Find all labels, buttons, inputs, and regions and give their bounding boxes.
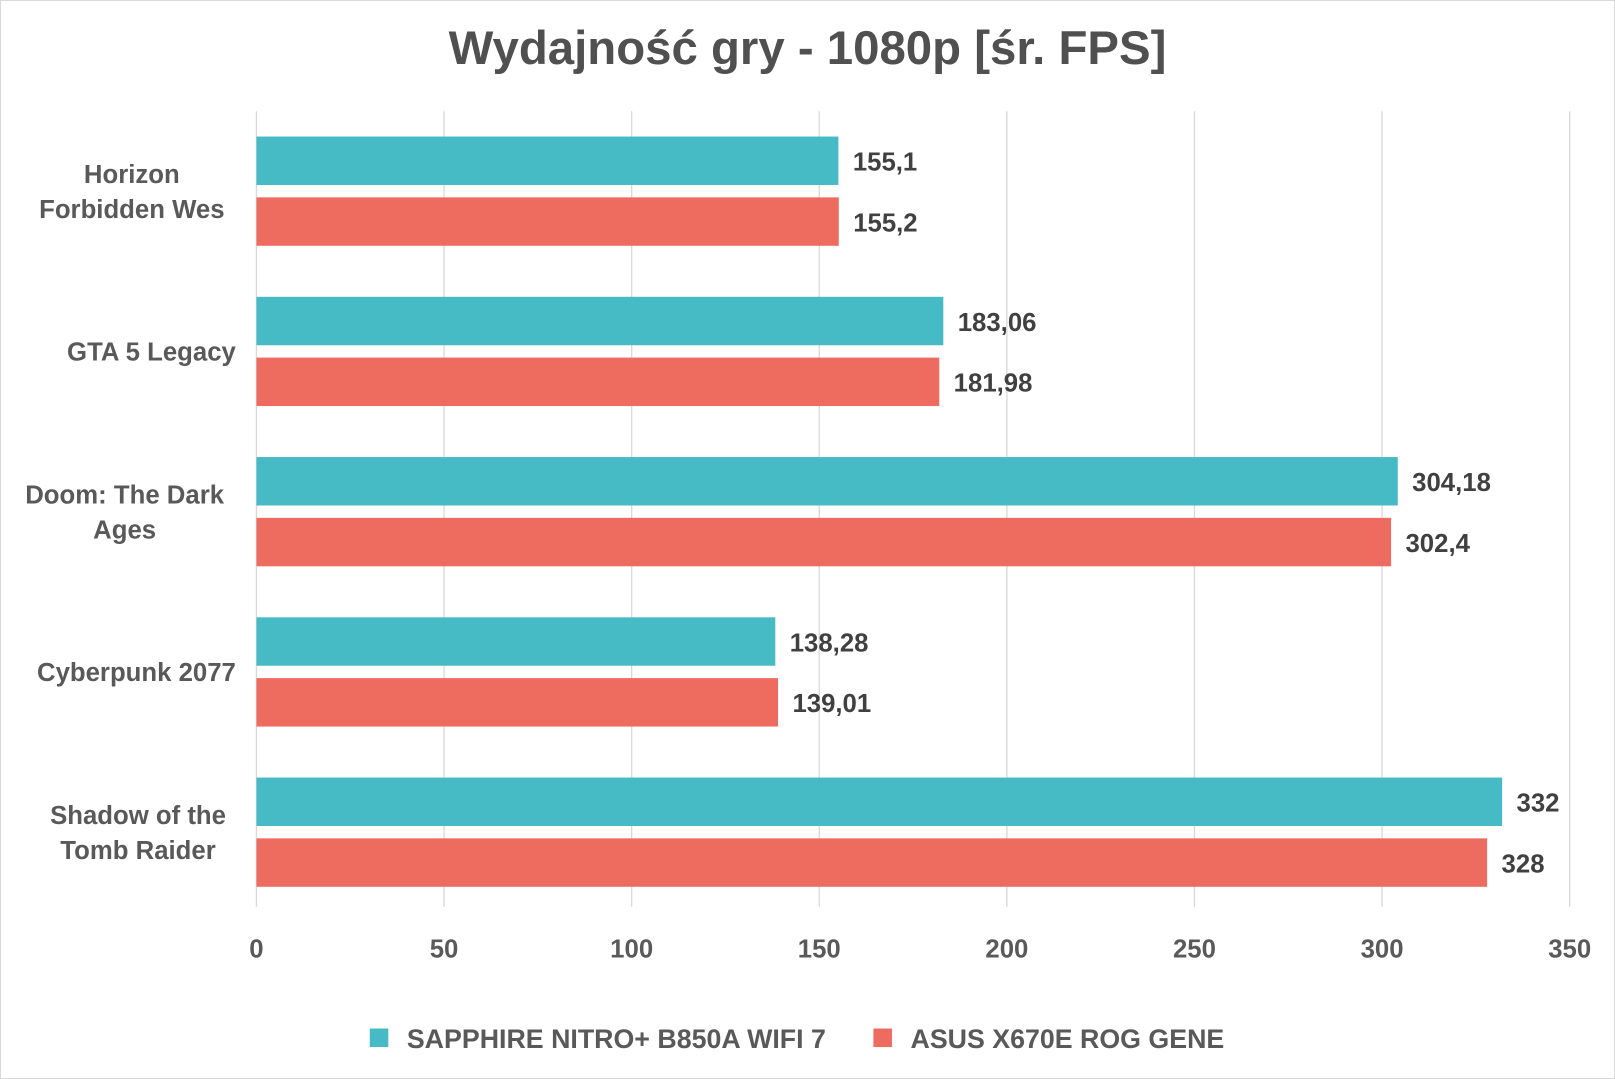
category-label: Horizon — [84, 161, 180, 189]
category-label: Ages — [93, 516, 156, 544]
data-label: 304,18 — [1412, 469, 1491, 497]
legend-swatch — [369, 1028, 389, 1048]
category-label: Cyberpunk 2077 — [37, 659, 236, 687]
category-label: Doom: The Dark — [25, 481, 224, 509]
x-tick-label: 150 — [798, 935, 841, 963]
data-label: 181,98 — [954, 370, 1033, 398]
data-label: 138,28 — [790, 629, 869, 657]
data-label: 155,2 — [853, 209, 917, 237]
bar-asus — [256, 197, 839, 246]
bar-sapphire — [256, 136, 839, 185]
x-tick-label: 50 — [430, 935, 459, 963]
x-tick-label: 200 — [985, 935, 1028, 963]
x-tick-label: 100 — [610, 935, 653, 963]
legend: SAPPHIRE NITRO+ B850A WIFI 7 ASUS X670E R… — [369, 1024, 1224, 1054]
bar-sapphire — [256, 457, 1398, 506]
x-tick-label: 350 — [1548, 935, 1591, 963]
category-label: Tomb Raider — [60, 837, 215, 865]
category-label: Shadow of the — [50, 802, 226, 830]
data-label: 155,1 — [853, 149, 917, 177]
bar-asus — [256, 838, 1488, 887]
legend-label: ASUS X670E ROG GENE — [910, 1024, 1224, 1054]
data-label: 183,06 — [958, 309, 1037, 337]
x-tick-label: 250 — [1173, 935, 1216, 963]
bar-sapphire — [256, 777, 1503, 826]
category-label: GTA 5 Legacy — [67, 339, 236, 367]
bar-sapphire — [256, 617, 776, 666]
bar-asus — [256, 357, 940, 407]
bar-asus — [256, 517, 1392, 567]
x-tick-label: 300 — [1361, 935, 1404, 963]
data-label: 139,01 — [792, 690, 871, 718]
chart-title: Wydajność gry - 1080p [śr. FPS] — [449, 22, 1167, 75]
x-tick-label: 0 — [249, 935, 263, 963]
data-label: 328 — [1502, 850, 1545, 878]
bar-sapphire — [256, 296, 944, 346]
category-label: Forbidden Wes — [39, 196, 224, 224]
data-label: 302,4 — [1406, 530, 1471, 558]
legend-label: SAPPHIRE NITRO+ B850A WIFI 7 — [407, 1024, 826, 1054]
bar-asus — [256, 678, 779, 727]
legend-swatch — [873, 1028, 892, 1048]
data-label: 332 — [1517, 790, 1560, 818]
